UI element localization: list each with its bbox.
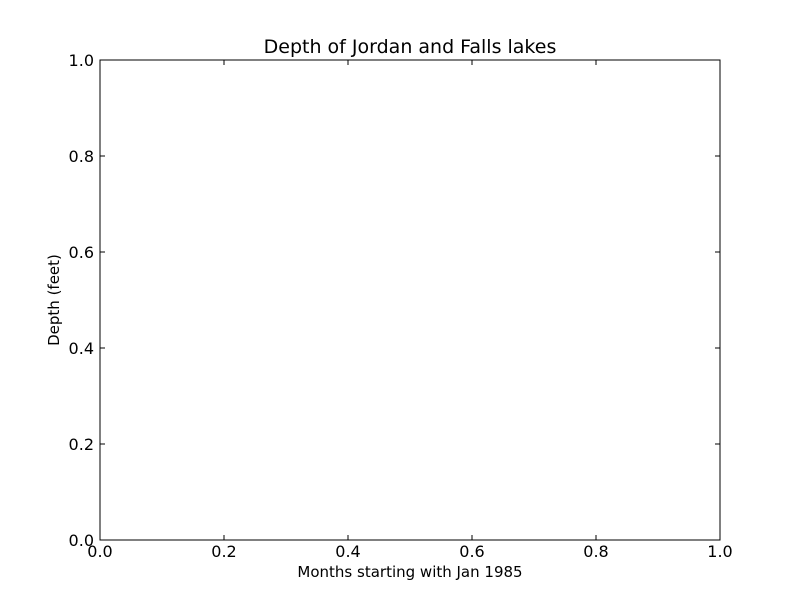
y-tick-label: 1.0 [69,51,94,70]
plot-frame [99,59,721,541]
x-tick-label: 1.0 [707,542,732,561]
y-axis: 0.0 0.2 0.4 0.6 0.8 1.0 [69,51,720,550]
x-axis-label: Months starting with Jan 1985 [297,563,522,581]
y-tick-label: 0.8 [69,147,94,166]
y-tick-label: 0.6 [69,243,94,262]
x-tick-label: 0.2 [211,542,236,561]
chart-title: Depth of Jordan and Falls lakes [264,36,557,58]
x-tick-label: 0.8 [583,542,608,561]
y-tick-label: 0.0 [69,531,94,550]
y-tick-label: 0.4 [69,339,94,358]
y-axis-label: Depth (feet) [45,254,63,346]
plot-area: 0.0 0.2 0.4 0.6 0.8 1.0 0.0 0.2 0.4 0.6 0.8 1.0 [69,51,733,561]
x-tick-label: 0.0 [87,542,112,561]
y-tick-label: 0.2 [69,435,94,454]
x-tick-label: 0.6 [459,542,484,561]
x-axis: 0.0 0.2 0.4 0.6 0.8 1.0 [87,60,733,561]
x-tick-label: 0.4 [335,542,360,561]
